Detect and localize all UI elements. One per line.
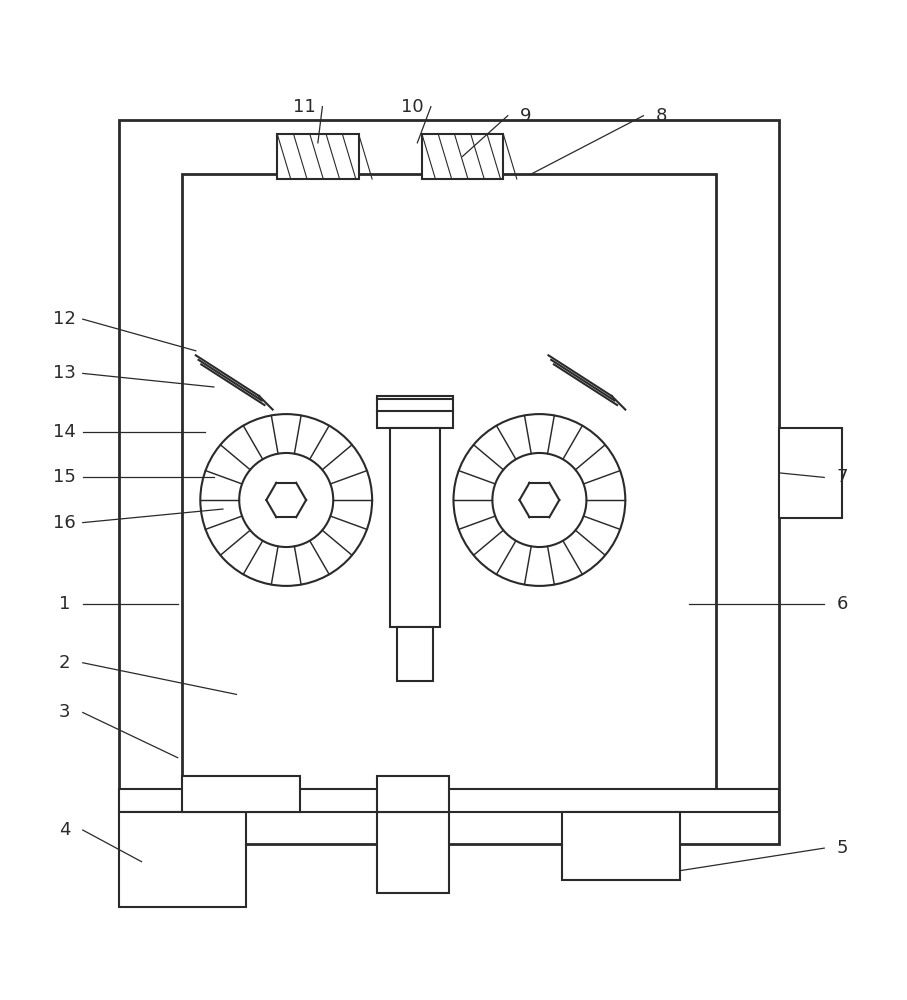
Bar: [376, 776, 449, 812]
Text: 3: 3: [59, 703, 71, 721]
Text: 8: 8: [656, 107, 668, 125]
Text: 1: 1: [59, 595, 71, 613]
Text: 4: 4: [59, 821, 71, 839]
Bar: [376, 396, 454, 428]
Text: 10: 10: [402, 98, 424, 116]
Bar: [182, 776, 300, 812]
Bar: [119, 120, 779, 844]
Bar: [119, 789, 779, 812]
Text: 13: 13: [54, 364, 76, 382]
Text: 11: 11: [293, 98, 316, 116]
Bar: [422, 134, 503, 179]
Bar: [396, 627, 433, 681]
Bar: [119, 812, 246, 907]
Text: 6: 6: [836, 595, 848, 613]
Text: 5: 5: [836, 839, 848, 857]
Text: 12: 12: [54, 310, 76, 328]
Text: 9: 9: [520, 107, 532, 125]
Bar: [376, 812, 449, 893]
Text: 14: 14: [54, 423, 76, 441]
Bar: [562, 812, 679, 880]
Text: 2: 2: [59, 654, 71, 672]
Bar: [779, 428, 843, 518]
Text: 15: 15: [54, 468, 76, 486]
Text: 7: 7: [836, 468, 848, 486]
Bar: [278, 134, 358, 179]
Bar: [390, 428, 440, 627]
Text: 16: 16: [54, 514, 76, 532]
Bar: [182, 174, 716, 789]
